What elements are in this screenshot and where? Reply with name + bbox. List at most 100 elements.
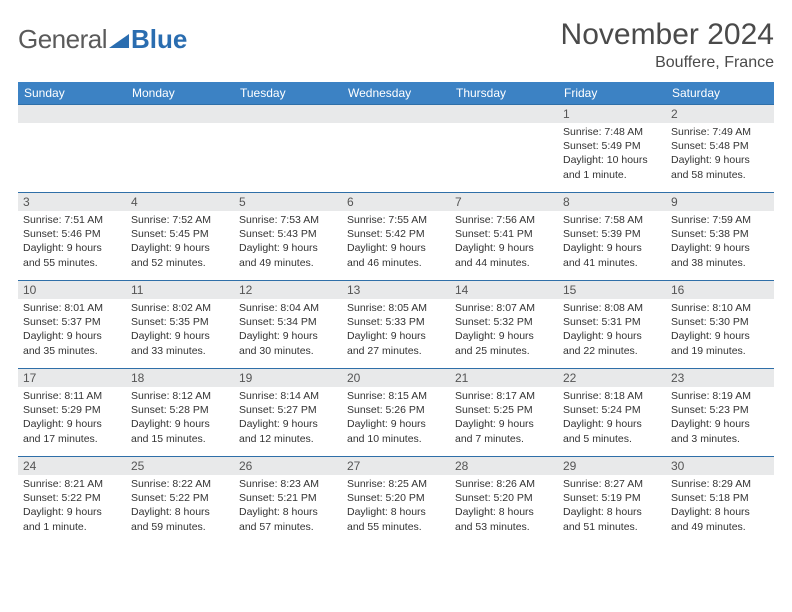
day-number [126, 105, 234, 123]
day-details: Sunrise: 7:53 AMSunset: 5:43 PMDaylight:… [234, 211, 342, 274]
day-number: 8 [558, 193, 666, 211]
calendar-body: 1Sunrise: 7:48 AMSunset: 5:49 PMDaylight… [18, 105, 774, 545]
day-number [18, 105, 126, 123]
day-details: Sunrise: 7:55 AMSunset: 5:42 PMDaylight:… [342, 211, 450, 274]
day-details: Sunrise: 7:58 AMSunset: 5:39 PMDaylight:… [558, 211, 666, 274]
day-details: Sunrise: 8:27 AMSunset: 5:19 PMDaylight:… [558, 475, 666, 538]
calendar-cell: 4Sunrise: 7:52 AMSunset: 5:45 PMDaylight… [126, 193, 234, 281]
day-details: Sunrise: 8:10 AMSunset: 5:30 PMDaylight:… [666, 299, 774, 362]
calendar-cell: 21Sunrise: 8:17 AMSunset: 5:25 PMDayligh… [450, 369, 558, 457]
day-number [342, 105, 450, 123]
triangle-icon [109, 32, 129, 51]
day-number: 7 [450, 193, 558, 211]
calendar-cell: 16Sunrise: 8:10 AMSunset: 5:30 PMDayligh… [666, 281, 774, 369]
day-details: Sunrise: 8:12 AMSunset: 5:28 PMDaylight:… [126, 387, 234, 450]
day-details: Sunrise: 8:26 AMSunset: 5:20 PMDaylight:… [450, 475, 558, 538]
day-number: 23 [666, 369, 774, 387]
day-header: Wednesday [342, 82, 450, 105]
day-number: 16 [666, 281, 774, 299]
logo-text-1: General [18, 24, 107, 55]
day-number: 6 [342, 193, 450, 211]
day-details: Sunrise: 8:23 AMSunset: 5:21 PMDaylight:… [234, 475, 342, 538]
calendar-week-row: 3Sunrise: 7:51 AMSunset: 5:46 PMDaylight… [18, 193, 774, 281]
calendar-cell: 25Sunrise: 8:22 AMSunset: 5:22 PMDayligh… [126, 457, 234, 545]
day-number: 21 [450, 369, 558, 387]
calendar-cell: 6Sunrise: 7:55 AMSunset: 5:42 PMDaylight… [342, 193, 450, 281]
calendar-week-row: 10Sunrise: 8:01 AMSunset: 5:37 PMDayligh… [18, 281, 774, 369]
calendar-cell: 24Sunrise: 8:21 AMSunset: 5:22 PMDayligh… [18, 457, 126, 545]
logo: General Blue [18, 18, 187, 55]
day-number: 28 [450, 457, 558, 475]
calendar-cell: 12Sunrise: 8:04 AMSunset: 5:34 PMDayligh… [234, 281, 342, 369]
header: General Blue November 2024 Bouffere, Fra… [18, 18, 774, 72]
day-details: Sunrise: 7:49 AMSunset: 5:48 PMDaylight:… [666, 123, 774, 186]
calendar-header-row: SundayMondayTuesdayWednesdayThursdayFrid… [18, 82, 774, 105]
day-details: Sunrise: 8:17 AMSunset: 5:25 PMDaylight:… [450, 387, 558, 450]
month-title: November 2024 [561, 18, 774, 52]
day-number: 13 [342, 281, 450, 299]
day-details: Sunrise: 7:56 AMSunset: 5:41 PMDaylight:… [450, 211, 558, 274]
day-number [450, 105, 558, 123]
day-number: 26 [234, 457, 342, 475]
day-details: Sunrise: 8:11 AMSunset: 5:29 PMDaylight:… [18, 387, 126, 450]
day-details: Sunrise: 7:51 AMSunset: 5:46 PMDaylight:… [18, 211, 126, 274]
day-number: 10 [18, 281, 126, 299]
calendar-cell: 15Sunrise: 8:08 AMSunset: 5:31 PMDayligh… [558, 281, 666, 369]
calendar-cell: 3Sunrise: 7:51 AMSunset: 5:46 PMDaylight… [18, 193, 126, 281]
day-number [234, 105, 342, 123]
day-number: 17 [18, 369, 126, 387]
calendar-cell: 18Sunrise: 8:12 AMSunset: 5:28 PMDayligh… [126, 369, 234, 457]
day-number: 5 [234, 193, 342, 211]
calendar-cell: 1Sunrise: 7:48 AMSunset: 5:49 PMDaylight… [558, 105, 666, 193]
day-number: 30 [666, 457, 774, 475]
calendar-week-row: 17Sunrise: 8:11 AMSunset: 5:29 PMDayligh… [18, 369, 774, 457]
day-number: 27 [342, 457, 450, 475]
day-details: Sunrise: 7:59 AMSunset: 5:38 PMDaylight:… [666, 211, 774, 274]
calendar-cell: 27Sunrise: 8:25 AMSunset: 5:20 PMDayligh… [342, 457, 450, 545]
day-details: Sunrise: 8:01 AMSunset: 5:37 PMDaylight:… [18, 299, 126, 362]
day-number: 19 [234, 369, 342, 387]
day-details: Sunrise: 8:19 AMSunset: 5:23 PMDaylight:… [666, 387, 774, 450]
day-details: Sunrise: 8:14 AMSunset: 5:27 PMDaylight:… [234, 387, 342, 450]
title-block: November 2024 Bouffere, France [561, 18, 774, 72]
calendar-cell: 11Sunrise: 8:02 AMSunset: 5:35 PMDayligh… [126, 281, 234, 369]
calendar-cell: 23Sunrise: 8:19 AMSunset: 5:23 PMDayligh… [666, 369, 774, 457]
day-number: 24 [18, 457, 126, 475]
day-number: 25 [126, 457, 234, 475]
calendar-week-row: 24Sunrise: 8:21 AMSunset: 5:22 PMDayligh… [18, 457, 774, 545]
location: Bouffere, France [561, 54, 774, 72]
day-details: Sunrise: 8:29 AMSunset: 5:18 PMDaylight:… [666, 475, 774, 538]
day-details: Sunrise: 8:15 AMSunset: 5:26 PMDaylight:… [342, 387, 450, 450]
calendar-cell [126, 105, 234, 193]
calendar-cell [342, 105, 450, 193]
calendar-cell [450, 105, 558, 193]
day-details: Sunrise: 8:07 AMSunset: 5:32 PMDaylight:… [450, 299, 558, 362]
calendar-cell: 26Sunrise: 8:23 AMSunset: 5:21 PMDayligh… [234, 457, 342, 545]
day-number: 2 [666, 105, 774, 123]
day-details: Sunrise: 8:02 AMSunset: 5:35 PMDaylight:… [126, 299, 234, 362]
day-number: 20 [342, 369, 450, 387]
day-number: 3 [18, 193, 126, 211]
day-details: Sunrise: 8:05 AMSunset: 5:33 PMDaylight:… [342, 299, 450, 362]
day-number: 29 [558, 457, 666, 475]
day-details: Sunrise: 7:48 AMSunset: 5:49 PMDaylight:… [558, 123, 666, 186]
day-number: 14 [450, 281, 558, 299]
day-details: Sunrise: 8:21 AMSunset: 5:22 PMDaylight:… [18, 475, 126, 538]
day-number: 15 [558, 281, 666, 299]
day-details: Sunrise: 7:52 AMSunset: 5:45 PMDaylight:… [126, 211, 234, 274]
calendar-cell: 19Sunrise: 8:14 AMSunset: 5:27 PMDayligh… [234, 369, 342, 457]
calendar-cell: 30Sunrise: 8:29 AMSunset: 5:18 PMDayligh… [666, 457, 774, 545]
day-number: 1 [558, 105, 666, 123]
calendar-cell: 14Sunrise: 8:07 AMSunset: 5:32 PMDayligh… [450, 281, 558, 369]
calendar-cell: 28Sunrise: 8:26 AMSunset: 5:20 PMDayligh… [450, 457, 558, 545]
calendar-cell: 20Sunrise: 8:15 AMSunset: 5:26 PMDayligh… [342, 369, 450, 457]
day-header: Monday [126, 82, 234, 105]
logo-text-2: Blue [131, 24, 187, 55]
calendar-cell: 9Sunrise: 7:59 AMSunset: 5:38 PMDaylight… [666, 193, 774, 281]
calendar-cell: 10Sunrise: 8:01 AMSunset: 5:37 PMDayligh… [18, 281, 126, 369]
calendar-cell: 8Sunrise: 7:58 AMSunset: 5:39 PMDaylight… [558, 193, 666, 281]
day-number: 22 [558, 369, 666, 387]
day-header: Sunday [18, 82, 126, 105]
day-header: Friday [558, 82, 666, 105]
calendar-cell: 2Sunrise: 7:49 AMSunset: 5:48 PMDaylight… [666, 105, 774, 193]
